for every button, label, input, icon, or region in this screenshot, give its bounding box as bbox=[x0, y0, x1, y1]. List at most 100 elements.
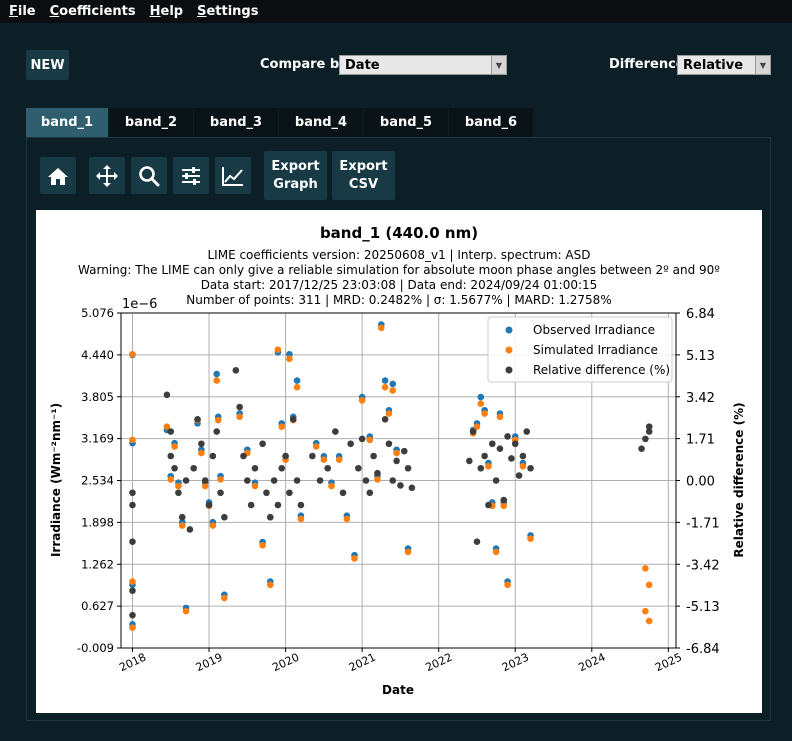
tab-band-3[interactable]: band_3 bbox=[194, 108, 278, 137]
y-left-tick-label: 5.076 bbox=[81, 306, 114, 320]
tab-band-2[interactable]: band_2 bbox=[109, 108, 193, 137]
y-axis-right-label: Relative difference (%) bbox=[732, 402, 746, 557]
menu-settings[interactable]: Settings bbox=[197, 4, 259, 19]
y-right-tick-label: 6.84 bbox=[686, 307, 715, 322]
simulated-point bbox=[374, 476, 381, 483]
simulated-point bbox=[217, 476, 224, 483]
legend-label-simulated: Simulated Irradiance bbox=[533, 343, 658, 357]
reldiff-point bbox=[274, 501, 282, 509]
reldiff-point bbox=[404, 464, 412, 472]
legend-marker-observed bbox=[505, 326, 513, 334]
configure-subplots-button[interactable] bbox=[173, 157, 209, 194]
simulated-point bbox=[642, 607, 649, 615]
menu-help[interactable]: Help bbox=[149, 4, 184, 19]
reldiff-point bbox=[289, 415, 297, 423]
reldiff-point bbox=[221, 513, 228, 521]
tab-band-4[interactable]: band_4 bbox=[279, 108, 363, 137]
reldiff-point bbox=[198, 440, 205, 448]
reldiff-point bbox=[504, 433, 511, 440]
reldiff-point bbox=[129, 538, 136, 546]
difference-select[interactable]: Relative ▼ bbox=[677, 55, 771, 75]
x-tick-label: 2021 bbox=[347, 651, 378, 675]
simulated-point bbox=[389, 387, 397, 394]
menu-file[interactable]: File bbox=[9, 4, 36, 19]
reldiff-point bbox=[374, 469, 381, 477]
reldiff-point bbox=[332, 428, 339, 435]
simulated-point bbox=[266, 581, 274, 589]
chevron-down-icon[interactable]: ▼ bbox=[755, 56, 770, 74]
simulated-point bbox=[178, 522, 186, 529]
reldiff-point bbox=[129, 611, 136, 619]
simulated-point bbox=[129, 436, 136, 444]
reldiff-point bbox=[355, 464, 362, 472]
simulated-point bbox=[485, 462, 492, 470]
simulated-point bbox=[328, 482, 335, 490]
simulated-point bbox=[481, 410, 488, 417]
chart-subtitle-line-3: Data start: 2017/12/25 23:03:08 | Data e… bbox=[200, 278, 598, 292]
reldiff-point bbox=[186, 526, 194, 533]
reldiff-point bbox=[309, 452, 316, 460]
plot-canvas[interactable]: band_1 (440.0 nm) LIME coefficients vers… bbox=[36, 210, 762, 713]
data-points bbox=[129, 321, 653, 631]
reldiff-point bbox=[297, 501, 305, 509]
reldiff-point bbox=[278, 464, 286, 472]
simulated-point bbox=[259, 541, 266, 549]
y-left-tick-label: 3.169 bbox=[81, 432, 114, 446]
move-arrows-icon bbox=[96, 164, 118, 187]
tab-band-5[interactable]: band_5 bbox=[364, 108, 448, 137]
simulated-point bbox=[293, 383, 301, 391]
reldiff-point bbox=[236, 403, 243, 411]
simulated-point bbox=[473, 423, 481, 431]
reldiff-point bbox=[217, 489, 224, 497]
simulated-point bbox=[221, 594, 228, 602]
simulated-point bbox=[182, 607, 190, 615]
simulated-point bbox=[477, 400, 485, 407]
reldiff-point bbox=[389, 477, 397, 484]
home-button[interactable] bbox=[40, 157, 76, 194]
reldiff-point bbox=[492, 477, 500, 484]
legend: Observed Irradiance Simulated Irradiance… bbox=[487, 316, 673, 383]
y-right-tick-label: -6.84 bbox=[686, 642, 720, 657]
export-csv-label-line1: Export bbox=[339, 158, 388, 174]
scatter-chart: 5.076 6.84 4.440 5.13 3.805 3.42 3.169 1.71 2.53… bbox=[49, 297, 746, 697]
x-tick-label: 2024 bbox=[577, 651, 608, 675]
export-csv-button[interactable]: Export CSV bbox=[332, 151, 395, 200]
legend-label-reldiff: Relative difference (%) bbox=[533, 363, 670, 377]
reldiff-point bbox=[370, 452, 377, 460]
simulated-point bbox=[642, 565, 649, 572]
reldiff-point bbox=[638, 445, 645, 452]
simulated-point bbox=[366, 436, 374, 444]
simulated-point bbox=[645, 617, 653, 625]
compare-by-select[interactable]: Date ▼ bbox=[339, 55, 507, 75]
reldiff-point bbox=[167, 452, 175, 460]
simulated-point bbox=[209, 522, 217, 529]
simulated-point bbox=[213, 377, 220, 384]
tab-band-6[interactable]: band_6 bbox=[449, 108, 533, 137]
chevron-down-icon[interactable]: ▼ bbox=[491, 56, 506, 74]
tab-band-1[interactable]: band_1 bbox=[26, 108, 108, 137]
reldiff-point bbox=[263, 489, 270, 497]
y-left-tick-label: 0.627 bbox=[81, 599, 114, 613]
reldiff-point bbox=[519, 452, 527, 460]
band-tabs: band_1 band_2 band_3 band_4 band_5 band_… bbox=[26, 108, 534, 137]
simulated-point bbox=[320, 456, 328, 463]
simulated-point bbox=[198, 449, 205, 457]
simulated-point bbox=[167, 476, 175, 483]
observed-point bbox=[293, 377, 301, 384]
zoom-button[interactable] bbox=[131, 157, 167, 194]
pan-button[interactable] bbox=[89, 157, 125, 194]
menu-coefficients[interactable]: Coefficients bbox=[49, 4, 136, 19]
simulated-point bbox=[129, 624, 136, 631]
edit-axes-button[interactable] bbox=[215, 157, 251, 194]
simulated-point bbox=[175, 482, 182, 490]
menu-bar: File Coefficients Help Settings bbox=[0, 0, 792, 23]
y-right-tick-label: 1.71 bbox=[686, 433, 715, 448]
simulated-point bbox=[214, 416, 222, 424]
reldiff-point bbox=[508, 455, 515, 462]
simulated-point bbox=[129, 350, 136, 358]
reldiff-point bbox=[232, 367, 240, 374]
new-button[interactable]: NEW bbox=[26, 50, 69, 80]
observed-point bbox=[213, 370, 220, 378]
export-graph-button[interactable]: Export Graph bbox=[264, 151, 327, 200]
reldiff-point bbox=[515, 472, 523, 479]
